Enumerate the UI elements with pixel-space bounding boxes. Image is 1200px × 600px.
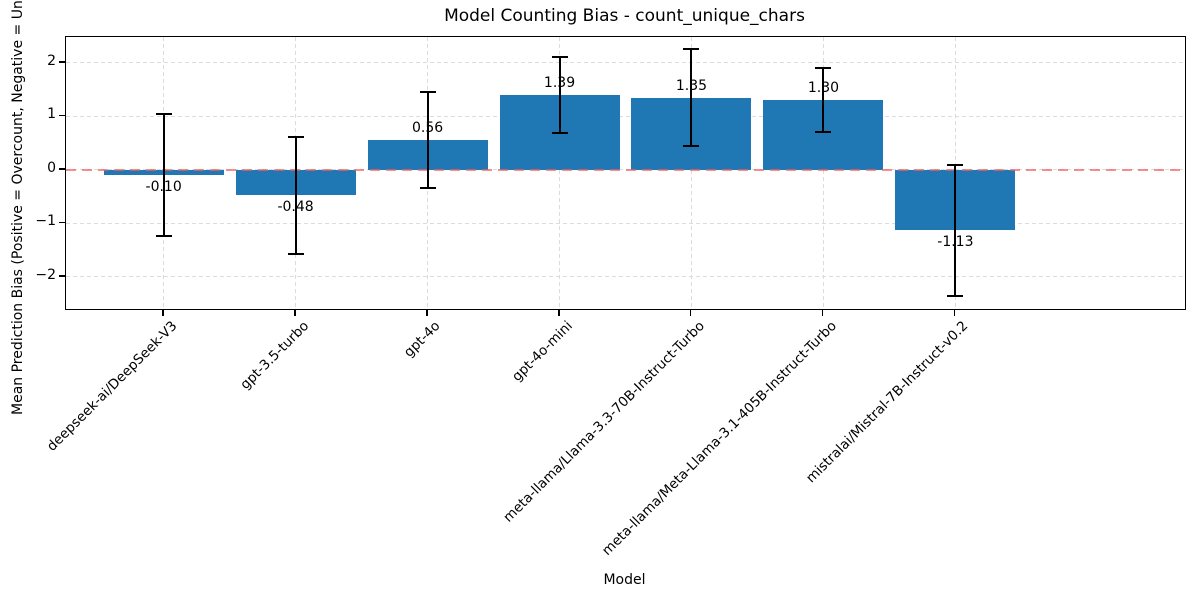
bar-value-label: -1.13 xyxy=(937,234,974,251)
x-tick-label: meta-llama/Meta-Llama-3.1-405B-Instruct-… xyxy=(598,318,840,559)
x-tick-mark xyxy=(821,310,824,316)
x-tick-label: gpt-4o-mini xyxy=(509,318,576,385)
y-tick-mark xyxy=(59,61,65,63)
x-axis-label: Model xyxy=(603,572,646,588)
x-tick-label: mistralai/Mistral-7B-Instruct-v0.2 xyxy=(803,318,972,487)
x-tick-mark xyxy=(294,310,296,316)
y-tick-label: 1 xyxy=(47,106,56,123)
bar-value-label: -0.48 xyxy=(277,199,314,216)
bar-value-label: 1.39 xyxy=(543,75,576,92)
error-bar xyxy=(558,57,561,134)
error-bar-cap-top xyxy=(947,163,964,166)
y-tick-mark xyxy=(59,221,65,224)
bar-value-label: 0.56 xyxy=(411,119,444,136)
error-bar xyxy=(294,136,297,255)
gridline-vertical xyxy=(559,37,561,309)
x-tick-mark xyxy=(953,310,956,316)
y-tick-mark xyxy=(59,114,65,117)
error-bar-cap-top xyxy=(683,48,700,51)
y-tick-label: 0 xyxy=(47,159,56,176)
error-bar xyxy=(690,49,693,146)
bar-value-label: 1.30 xyxy=(807,80,840,97)
error-bar-cap-bottom xyxy=(419,186,436,189)
zero-reference-line xyxy=(66,168,1185,171)
gridline-horizontal xyxy=(66,62,1185,64)
y-tick-label: −1 xyxy=(35,213,56,230)
x-tick-mark xyxy=(426,310,428,316)
x-tick-label: gpt-4o xyxy=(401,318,444,361)
error-bar-cap-bottom xyxy=(287,253,304,256)
plot-area: -0.10 -0.48 0.56 1.39 1.35 1.30 -1.13 xyxy=(65,36,1186,310)
y-tick-label: 2 xyxy=(47,52,56,69)
error-bar-cap-top xyxy=(419,90,436,93)
gridline-horizontal xyxy=(66,276,1185,278)
x-tick-mark xyxy=(558,310,560,316)
error-bar-cap-top xyxy=(815,67,832,70)
error-bar xyxy=(822,68,825,133)
error-bar xyxy=(162,114,165,237)
error-bar-cap-bottom xyxy=(815,131,832,134)
gridline-horizontal xyxy=(66,222,1185,224)
x-tick-label: gpt-3.5-turbo xyxy=(237,318,312,393)
gridline-vertical xyxy=(822,37,824,309)
y-tick-mark xyxy=(59,168,65,170)
chart-title: Model Counting Bias - count_unique_chars xyxy=(444,6,805,26)
error-bar-cap-bottom xyxy=(155,235,172,238)
error-bar-cap-bottom xyxy=(947,294,964,297)
y-tick-label: −2 xyxy=(35,266,56,283)
gridline-vertical xyxy=(690,37,692,309)
y-axis-label: Mean Prediction Bias (Positive = Overcou… xyxy=(10,0,26,415)
error-bar-cap-top xyxy=(551,56,568,59)
error-bar-cap-bottom xyxy=(551,132,568,135)
bar-value-label: 1.35 xyxy=(675,77,708,94)
error-bar-cap-top xyxy=(287,135,304,138)
y-tick-mark xyxy=(59,275,65,277)
x-tick-label: deepseek-ai/DeepSeek-V3 xyxy=(43,318,180,455)
error-bar xyxy=(426,91,429,188)
bar-value-label: -0.10 xyxy=(145,179,182,196)
error-bar xyxy=(954,164,957,296)
error-bar-cap-top xyxy=(155,113,172,116)
x-tick-label: meta-llama/Llama-3.3-70B-Instruct-Turbo xyxy=(500,318,708,526)
error-bar-cap-bottom xyxy=(683,144,700,147)
x-tick-mark xyxy=(162,310,164,316)
gridline-horizontal xyxy=(66,115,1185,117)
x-tick-mark xyxy=(689,310,692,316)
